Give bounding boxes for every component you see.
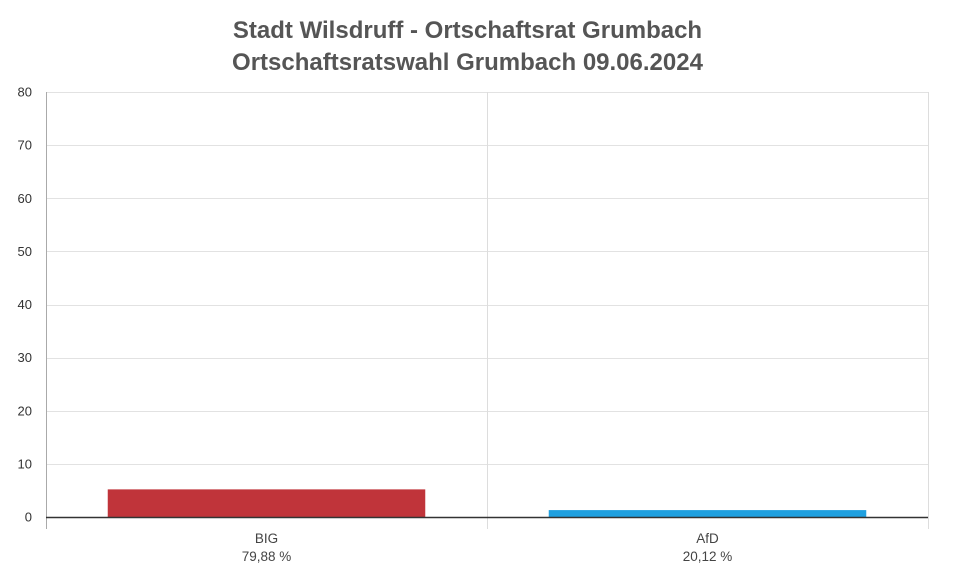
x-axis-labels: BIG 79,88 % AfD 20,12 % (242, 531, 733, 564)
chart-subtitle: Ortschaftsratswahl Grumbach 09.06.2024 (232, 49, 703, 76)
y-tick-label: 50 (18, 244, 32, 259)
bar-big (107, 489, 426, 517)
y-tick-label: 20 (18, 403, 32, 418)
y-tick-label: 10 (18, 456, 32, 471)
bars (107, 489, 867, 517)
y-tick-label: 30 (18, 350, 32, 365)
chart-title: Stadt Wilsdruff - Ortschaftsrat Grumbach (232, 17, 703, 44)
y-tick-label: 60 (18, 191, 32, 206)
y-tick-label: 0 (25, 510, 32, 525)
y-tick-label: 70 (18, 138, 32, 153)
x-category-label: BIG (255, 531, 278, 546)
x-category-percent: 79,88 % (242, 549, 292, 564)
y-tick-label: 80 (18, 85, 32, 100)
x-category-percent: 20,12 % (683, 549, 733, 564)
y-tick-label: 40 (18, 297, 32, 312)
x-category-label: AfD (696, 531, 719, 546)
y-axis-ticks: 0 10 20 30 40 50 60 70 80 (18, 85, 32, 525)
grid-lines (46, 92, 929, 529)
axes (46, 92, 928, 529)
bar-afd (548, 510, 867, 517)
